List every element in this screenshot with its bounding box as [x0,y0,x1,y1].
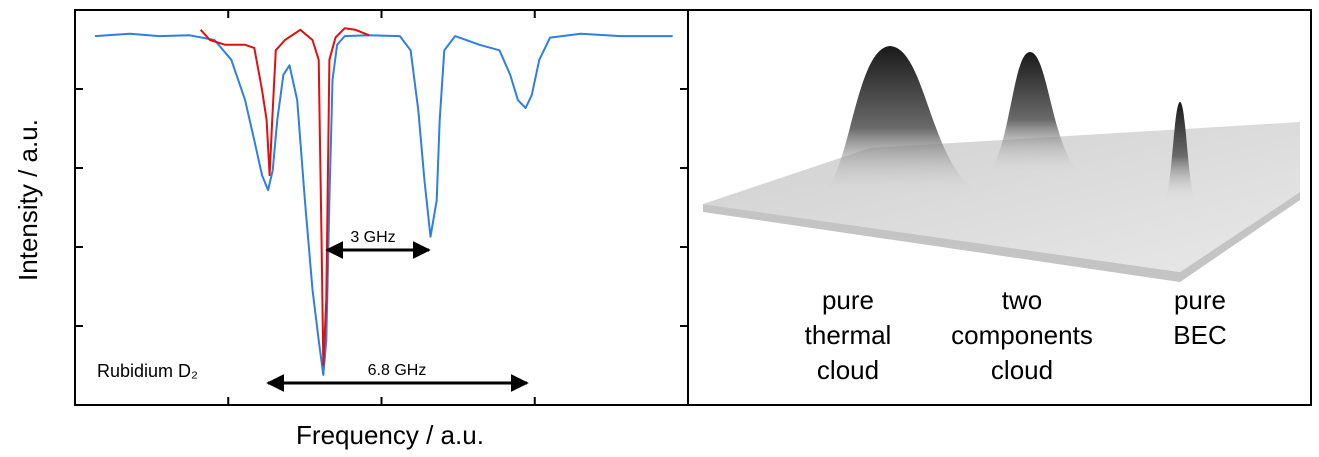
peak-two-component [985,52,1080,175]
plot: Rubidium D₂ [75,10,688,405]
image-labels: pure thermal cloud two components cloud pure BE… [805,285,1227,385]
image-label: thermal [805,320,892,350]
peak-bec [1165,102,1195,200]
image-label: two [1002,285,1042,315]
y-axis-label: Intensity / a.u. [13,119,43,281]
image-label: cloud [991,355,1053,385]
annotation: 6.8 GHz [368,362,427,379]
image-label: components [951,320,1093,350]
legend-label: Rubidium D₂ [97,361,198,381]
image-label: cloud [817,355,879,385]
image-label: pure [822,285,874,315]
image-label: pure [1174,285,1226,315]
peak-thermal [820,46,975,195]
image-label: BEC [1173,320,1226,350]
bec-image [703,46,1300,282]
annotation: 3 GHz [350,229,395,246]
series-line [199,27,370,366]
series-line [94,32,673,376]
x-axis-label: Frequency / a.u. [296,420,484,450]
plot-frame [74,9,689,406]
